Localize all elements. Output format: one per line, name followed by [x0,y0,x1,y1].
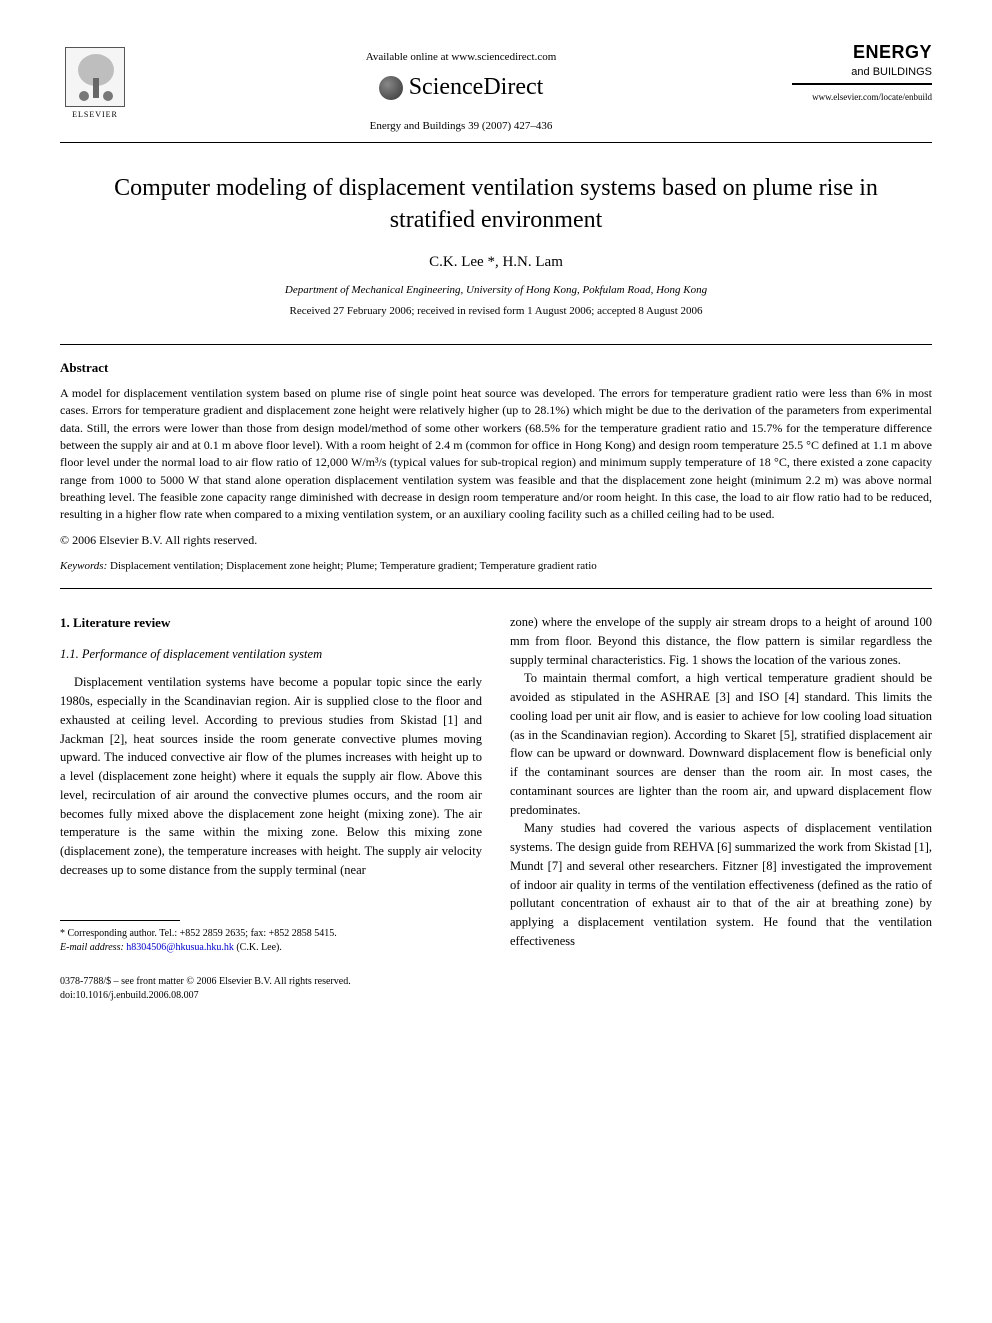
publisher-logo: ELSEVIER [60,40,130,120]
author-email-link[interactable]: h8304506@hkusua.hku.hk [126,942,234,953]
footnote-divider [60,920,180,921]
elsevier-tree-icon [65,47,125,107]
header-rule [60,142,932,143]
abstract-text: A model for displacement ventilation sys… [60,385,932,524]
journal-title-line2: and BUILDINGS [792,65,932,80]
sciencedirect-icon [379,76,403,100]
body-paragraph: zone) where the envelope of the supply a… [510,613,932,669]
available-online-text: Available online at www.sciencedirect.co… [130,50,792,65]
section-1-heading: 1. Literature review [60,613,482,633]
issn-line: 0378-7788/$ – see front matter © 2006 El… [60,975,932,989]
doi-line: doi:10.1016/j.enbuild.2006.08.007 [60,989,932,1003]
keywords-text: Displacement ventilation; Displacement z… [107,560,597,572]
authors: C.K. Lee *, H.N. Lam [60,252,932,273]
keywords-label: Keywords: [60,560,107,572]
body-paragraph: Many studies had covered the various asp… [510,819,932,950]
left-column: 1. Literature review 1.1. Performance of… [60,613,482,955]
center-header: Available online at www.sciencedirect.co… [130,40,792,134]
body-paragraph: To maintain thermal comfort, a high vert… [510,669,932,819]
corresponding-author-note: * Corresponding author. Tel.: +852 2859 … [60,927,482,941]
copyright-line: © 2006 Elsevier B.V. All rights reserved… [60,532,932,549]
journal-title-line1: ENERGY [792,40,932,65]
journal-url: www.elsevier.com/locate/enbuild [792,91,932,104]
journal-reference: Energy and Buildings 39 (2007) 427–436 [130,119,792,134]
journal-title-box: ENERGY and BUILDINGS [792,40,932,85]
publisher-name: ELSEVIER [72,109,118,120]
footer-doi-block: 0378-7788/$ – see front matter © 2006 El… [60,955,932,1003]
footnote-block: * Corresponding author. Tel.: +852 2859 … [60,920,482,955]
article-dates: Received 27 February 2006; received in r… [60,304,932,319]
affiliation: Department of Mechanical Engineering, Un… [60,283,932,298]
email-suffix: (C.K. Lee). [234,942,282,953]
body-paragraph: Displacement ventilation systems have be… [60,673,482,879]
sciencedirect-brand: ScienceDirect [130,71,792,105]
email-label: E-mail address: [60,942,126,953]
journal-logo-block: ENERGY and BUILDINGS www.elsevier.com/lo… [792,40,932,103]
section-1-1-heading: 1.1. Performance of displacement ventila… [60,645,482,664]
abstract-section: Abstract A model for displacement ventil… [60,344,932,590]
article-title: Computer modeling of displacement ventil… [100,173,892,235]
keywords-line: Keywords: Displacement ventilation; Disp… [60,559,932,574]
email-line: E-mail address: h8304506@hkusua.hku.hk (… [60,941,482,955]
right-column: zone) where the envelope of the supply a… [510,613,932,955]
header-bar: ELSEVIER Available online at www.science… [60,40,932,134]
abstract-heading: Abstract [60,359,932,377]
sciencedirect-text: ScienceDirect [409,71,544,105]
body-two-column: 1. Literature review 1.1. Performance of… [60,613,932,955]
